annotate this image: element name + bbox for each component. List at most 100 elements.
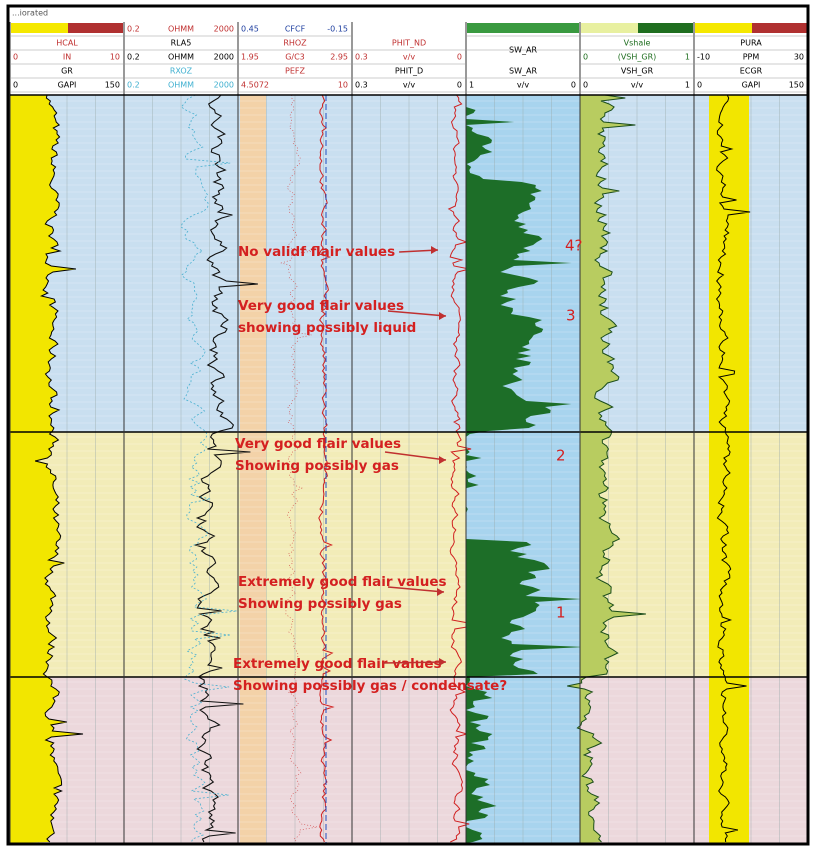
phit-curve	[447, 94, 475, 843]
annotation-arrow	[382, 661, 447, 664]
scale-unit: GAPI	[742, 81, 761, 90]
scale-min: 1.95	[241, 53, 259, 62]
scale-unit: CFCF	[285, 25, 306, 34]
scale-min: 0	[583, 53, 588, 62]
scale-min: 0.2	[127, 81, 140, 90]
annotation-arrow	[387, 310, 447, 317]
scale-max: 2000	[214, 53, 234, 62]
vsh-fill	[567, 95, 646, 843]
scale-min: 0	[583, 81, 588, 90]
annotation-text: Showing possibly gas	[235, 458, 399, 474]
scale-unit: IN	[63, 53, 71, 62]
arrow-head	[439, 658, 446, 666]
sw-fill	[466, 95, 585, 843]
annotation-text: Extremely good flair values	[233, 656, 442, 672]
scale-unit: OHMM	[168, 81, 194, 90]
scale-max: 0	[571, 81, 576, 90]
scale-min: 4.5072	[241, 81, 269, 90]
scale-unit: OHMM	[168, 25, 194, 34]
curve-name: PHIT_ND	[392, 39, 426, 48]
curve-name: Vshale	[624, 39, 651, 48]
annotation-text: Very good flair values	[235, 436, 401, 452]
header-bar	[68, 23, 123, 33]
scale-max: 2.95	[330, 53, 348, 62]
scale-min: 1	[469, 81, 474, 90]
header-bar	[695, 23, 752, 33]
scale-max: 0	[457, 53, 462, 62]
zone-label: 4?	[565, 237, 583, 255]
arrow-head	[437, 588, 444, 596]
curve-name: SW_AR	[509, 67, 537, 76]
scale-max: 1	[685, 53, 690, 62]
scale-min: 0.3	[355, 53, 368, 62]
scale-unit: G/C3	[285, 53, 305, 62]
zone-label: 1	[556, 604, 566, 622]
scale-max: 2000	[214, 81, 234, 90]
scale-max: 0	[457, 81, 462, 90]
scale-unit: v/v	[517, 81, 529, 90]
header-bar	[638, 23, 693, 33]
scale-min: 0	[13, 53, 18, 62]
ecgr-fill	[709, 95, 749, 843]
scale-max: 150	[105, 81, 120, 90]
scale-min: 0.45	[241, 25, 259, 34]
scale-min: 0	[13, 81, 18, 90]
vsh-curve	[567, 94, 646, 843]
curve-name: RLA5	[171, 39, 192, 48]
scale-min: 0.2	[127, 25, 140, 34]
curve-name: PHIT_D	[395, 67, 423, 76]
header-bar	[467, 23, 524, 33]
annotation-text: No validf flair values	[238, 244, 395, 260]
arrow-head	[439, 312, 446, 320]
frame	[6, 4, 810, 846]
annotation-text: Showing possibly gas	[238, 596, 402, 612]
curve-name: VSH_GR	[621, 67, 654, 76]
scale-min: -10	[697, 53, 710, 62]
scale-max: 1	[685, 81, 690, 90]
arrow-head	[439, 456, 446, 464]
rhoz-curve	[318, 94, 335, 843]
curve-name: SW_AR	[509, 46, 537, 55]
gr-curve	[34, 94, 84, 843]
annotation-text: Extremely good flair values	[238, 574, 447, 590]
curve-name: PURA	[740, 39, 762, 48]
scale-unit: GAPI	[58, 81, 77, 90]
scale-max: 30	[794, 53, 804, 62]
scale-max: -0.15	[327, 25, 348, 34]
arrow-head	[431, 246, 438, 254]
scale-unit: v/v	[403, 53, 415, 62]
annotation-text: showing possibly liquid	[238, 320, 416, 336]
zone-label: 3	[566, 307, 576, 325]
scale-max: 10	[110, 53, 120, 62]
scale-unit: OHMM	[168, 53, 194, 62]
annotation-text: Showing possibly gas / condensate?	[233, 678, 507, 694]
zone-label: 2	[556, 447, 566, 465]
curve-name: HCAL	[56, 39, 78, 48]
scale-max: 2000	[214, 25, 234, 34]
scale-max: 10	[338, 81, 348, 90]
density-band	[240, 95, 266, 843]
ecgr-curve	[715, 94, 751, 843]
scale-unit: v/v	[631, 81, 643, 90]
curve-name: PEFZ	[285, 67, 305, 76]
curve-name: GR	[61, 67, 73, 76]
scale-max: 150	[789, 81, 804, 90]
scale-unit: v/v	[403, 81, 415, 90]
annotation-arrow	[387, 586, 445, 593]
annotation-text: Very good flair values	[238, 298, 404, 314]
header-bar	[752, 23, 807, 33]
scale-unit: PPM	[743, 53, 760, 62]
curve-name: RXOZ	[170, 67, 193, 76]
curve-name: RHOZ	[283, 39, 307, 48]
annotation-arrow	[384, 451, 447, 461]
curve-name: ECGR	[740, 67, 763, 76]
scale-min: 0.2	[127, 53, 140, 62]
header-bar	[581, 23, 638, 33]
scale-unit: (VSH_GR)	[618, 53, 657, 62]
gr-fill	[10, 95, 83, 843]
scale-min: 0	[697, 81, 702, 90]
scale-min: 0.3	[355, 81, 368, 90]
header-bar	[11, 23, 68, 33]
window-title: ...iorated	[12, 9, 48, 18]
